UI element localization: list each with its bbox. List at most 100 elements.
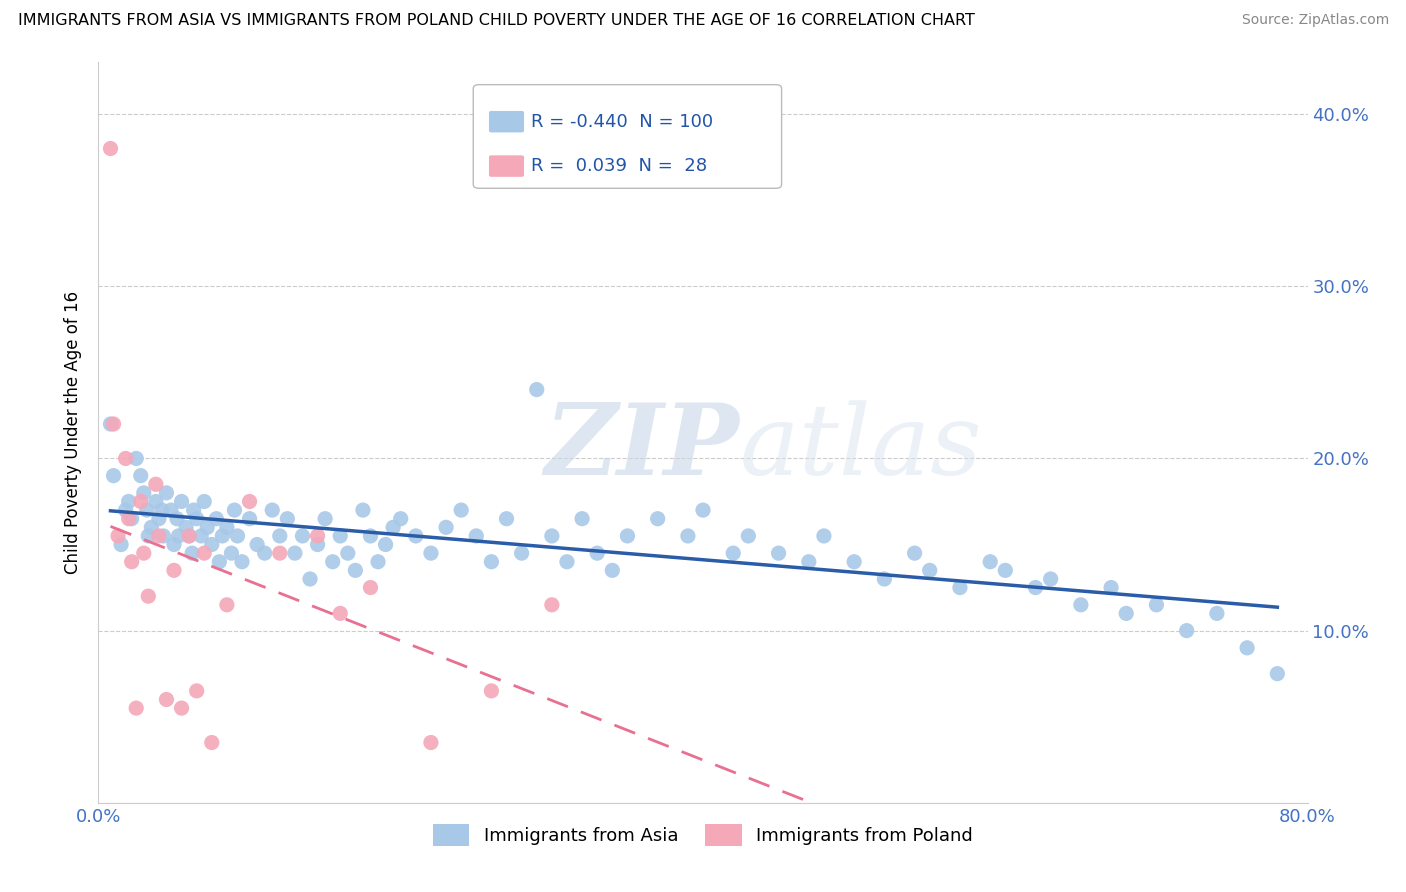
Point [118,494,141,508]
Point [186,512,208,526]
Point [873,572,896,586]
Point [121,555,143,569]
Point [904,546,927,560]
Point [495,512,517,526]
Point [389,512,412,526]
Point [344,563,367,577]
Point [186,684,208,698]
Point [132,486,155,500]
FancyBboxPatch shape [489,155,524,177]
Point [125,451,148,466]
Point [226,529,249,543]
Point [420,735,443,749]
Point [329,607,352,621]
Point [994,563,1017,577]
Point [179,529,201,543]
Point [148,529,170,543]
Point [100,417,122,431]
Point [322,555,344,569]
Point [163,537,186,551]
Point [136,589,159,603]
Point [170,494,193,508]
Point [110,537,132,551]
Point [100,142,122,156]
Point [141,520,163,534]
Point [768,546,790,560]
Point [201,735,224,749]
Text: ZIP: ZIP [544,400,740,496]
Point [367,555,389,569]
Point [1206,607,1229,621]
Point [723,546,745,560]
Point [813,529,835,543]
Point [797,555,820,569]
Point [231,555,253,569]
FancyBboxPatch shape [489,111,524,132]
Point [434,520,457,534]
Point [190,529,212,543]
Point [1039,572,1062,586]
Text: atlas: atlas [740,400,981,495]
Point [221,546,243,560]
Point [136,529,159,543]
Point [145,477,167,491]
Point [179,529,201,543]
Point [135,503,157,517]
Point [420,546,443,560]
Point [1070,598,1092,612]
Point [1115,607,1137,621]
Point [405,529,427,543]
Text: Source: ZipAtlas.com: Source: ZipAtlas.com [1241,13,1389,28]
Point [616,529,638,543]
Y-axis label: Child Poverty Under the Age of 16: Child Poverty Under the Age of 16 [65,291,83,574]
Text: IMMIGRANTS FROM ASIA VS IMMIGRANTS FROM POLAND CHILD POVERTY UNDER THE AGE OF 16: IMMIGRANTS FROM ASIA VS IMMIGRANTS FROM … [18,13,976,29]
Point [918,563,941,577]
Point [181,546,204,560]
Point [481,555,503,569]
Point [129,468,152,483]
Point [193,494,215,508]
Point [307,537,329,551]
Point [163,563,186,577]
Point [284,546,307,560]
Text: R = -0.440  N = 100: R = -0.440 N = 100 [531,112,713,130]
Point [118,512,141,526]
Point [374,537,396,551]
Point [121,512,143,526]
Point [314,512,336,526]
Point [152,529,174,543]
Point [103,468,125,483]
Point [208,555,231,569]
Point [1099,581,1122,595]
Point [586,546,609,560]
Point [167,529,190,543]
Point [1144,598,1167,612]
Point [183,503,205,517]
Point [129,494,152,508]
Point [239,512,262,526]
Point [193,546,215,560]
Point [211,529,233,543]
Point [1267,666,1289,681]
Point [647,512,669,526]
Point [540,598,562,612]
Point [540,529,562,543]
Point [103,417,125,431]
Point [155,692,177,706]
Point [253,546,276,560]
Point [215,520,238,534]
Point [602,563,624,577]
Point [1175,624,1198,638]
Point [510,546,533,560]
Point [382,520,405,534]
Point [114,503,136,517]
Point [291,529,314,543]
Point [676,529,699,543]
Point [170,701,193,715]
Point [692,503,714,517]
Point [450,503,472,517]
Point [555,555,578,569]
Point [195,520,218,534]
Point [160,503,183,517]
Legend: Immigrants from Asia, Immigrants from Poland: Immigrants from Asia, Immigrants from Po… [426,816,980,853]
